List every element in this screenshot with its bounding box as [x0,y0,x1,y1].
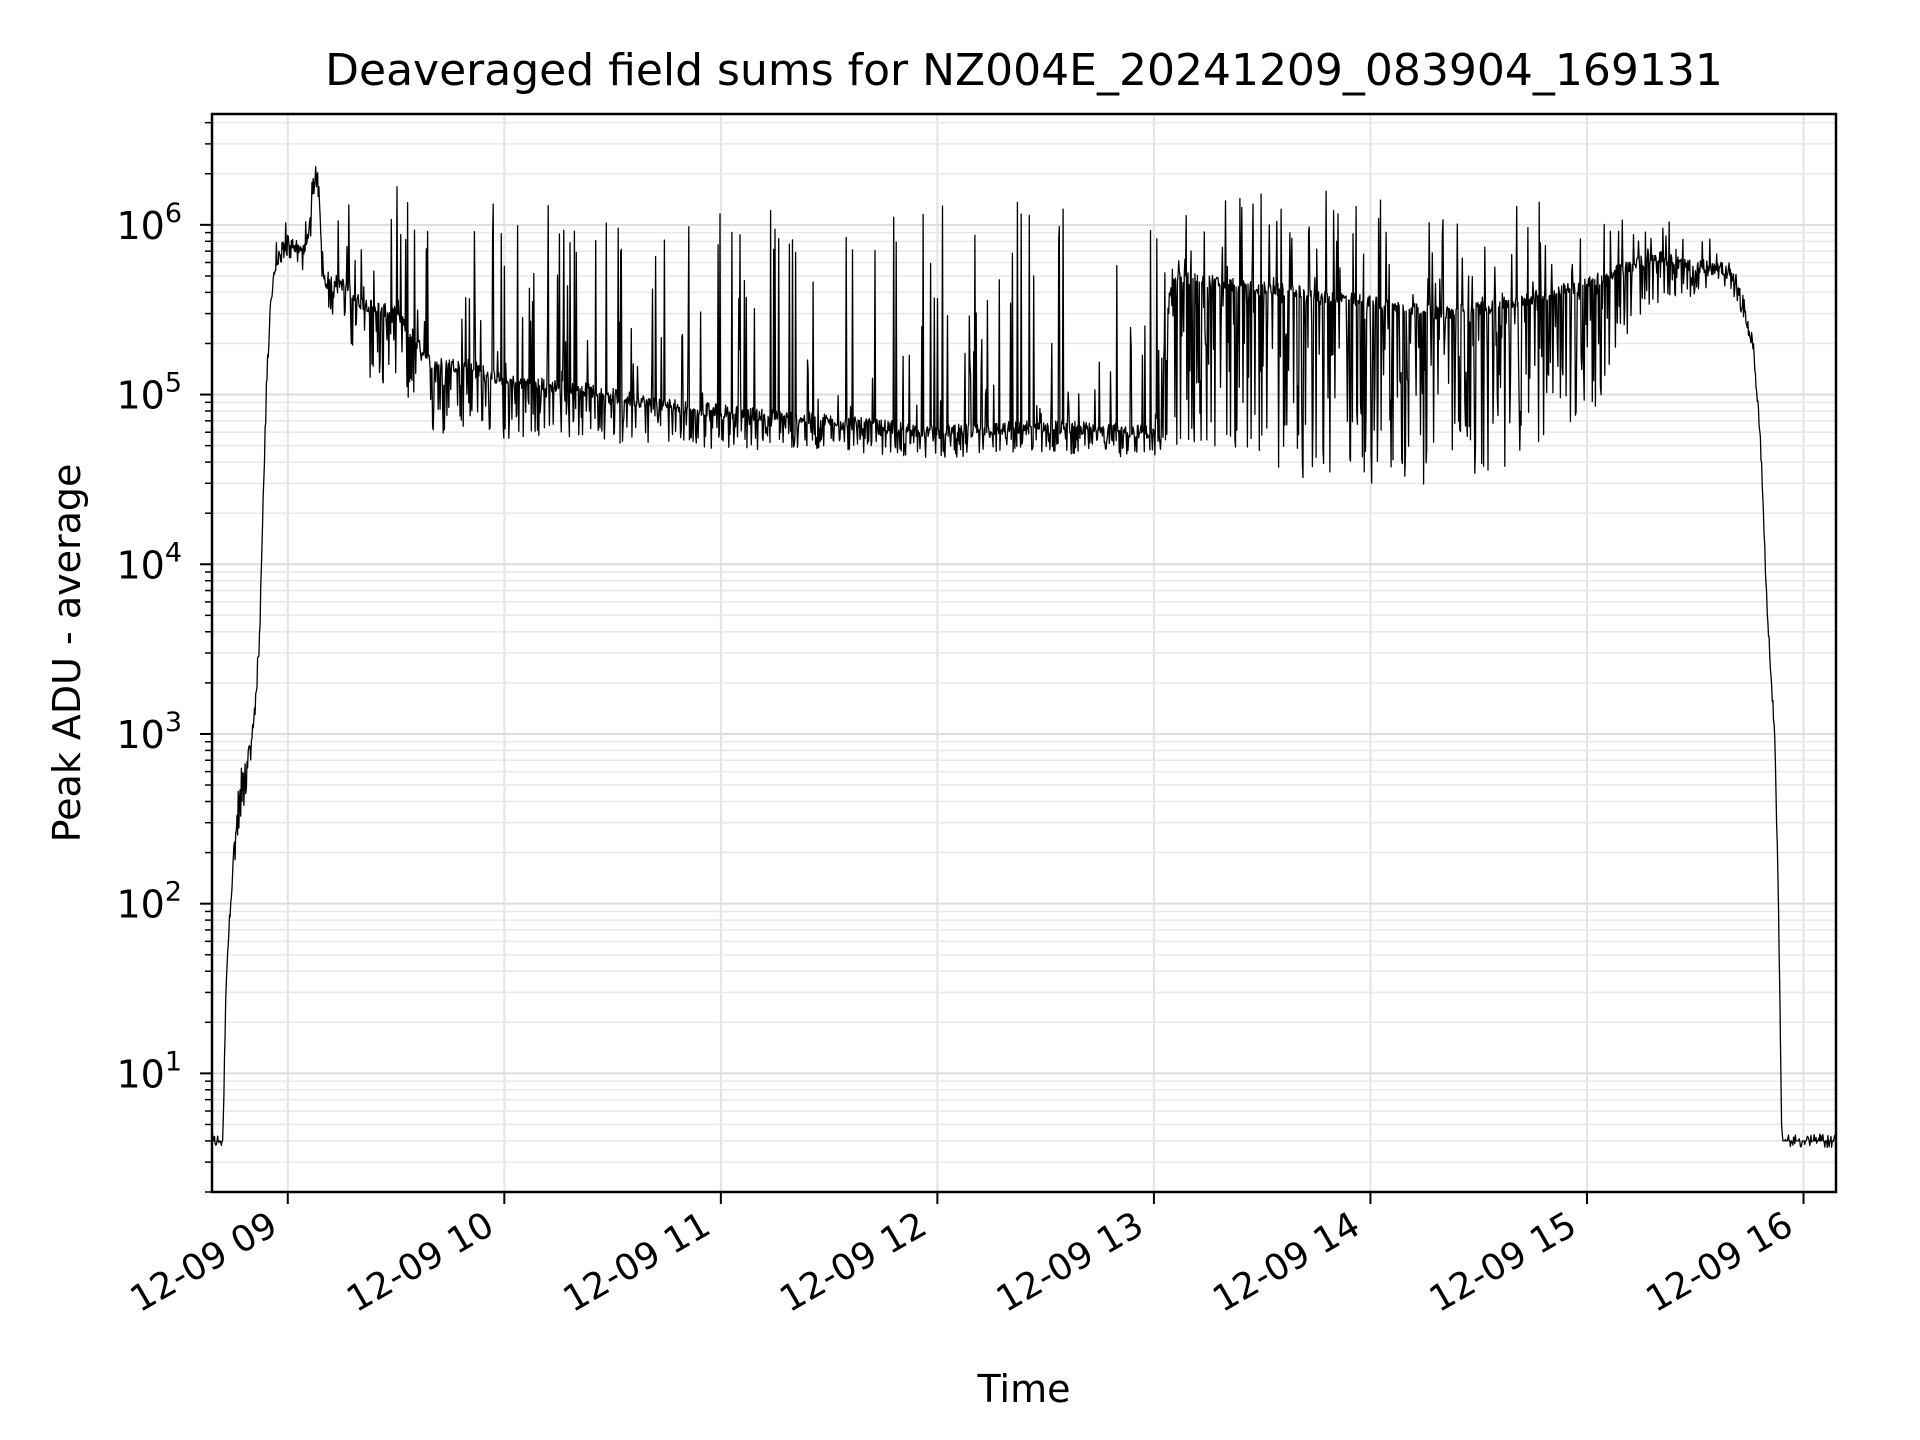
chart-title: Deaveraged field sums for NZ004E_2024120… [325,45,1723,96]
data-series [211,165,1837,1149]
series-line [211,165,1837,1149]
y-tick-label: 104 [116,537,182,587]
y-tick-label: 103 [116,707,182,757]
y-tick-label: 102 [116,877,182,927]
y-tick-label: 105 [116,368,182,418]
y-tick-label: 106 [116,198,182,248]
x-axis-label: Time [977,1367,1071,1411]
y-axis-label: Peak ADU - average [45,464,89,843]
y-axis-ticks: 101 102 103 104 105 106 [116,121,212,1193]
y-tick-label: 101 [116,1046,182,1096]
